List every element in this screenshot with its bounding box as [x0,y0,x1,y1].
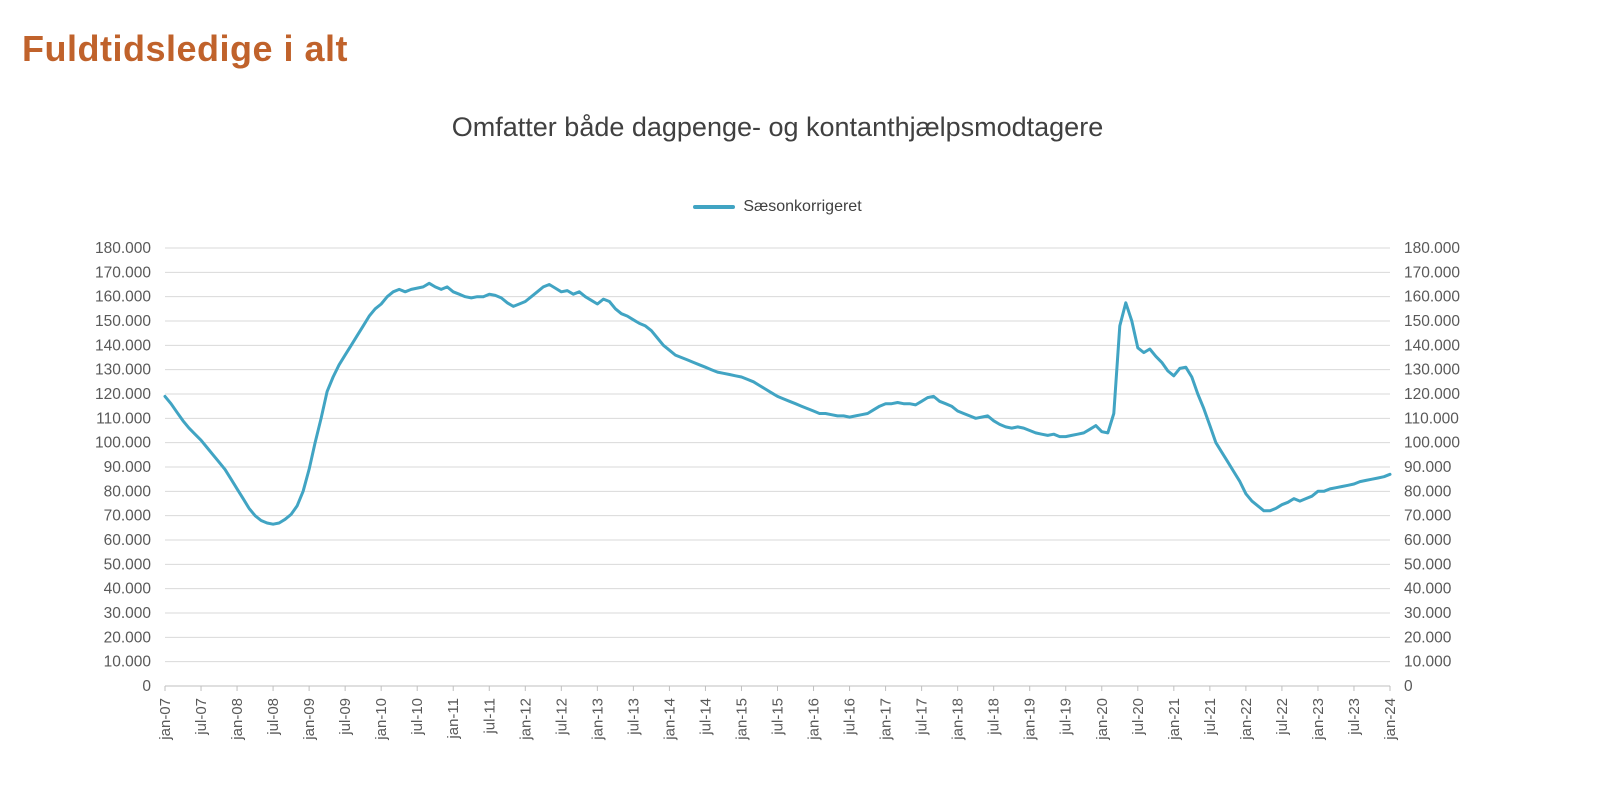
x-axis-label: jan-24 [1382,698,1399,741]
x-axis-label: jan-11 [445,698,462,740]
y-axis-label-left: 90.000 [104,459,152,476]
x-axis-label: jan-18 [950,698,967,741]
y-axis-label-right: 170.000 [1404,264,1460,281]
x-axis-label: jan-19 [1022,698,1039,741]
y-axis-label-right: 60.000 [1404,532,1452,549]
x-axis-label: jul-14 [697,698,714,736]
x-axis-label: jul-10 [409,698,426,736]
y-axis-label-left: 150.000 [95,313,151,330]
y-axis-label-left: 140.000 [95,337,151,354]
x-axis-label: jul-22 [1274,698,1291,736]
x-axis-label: jul-16 [842,698,859,736]
x-axis-label: jul-09 [337,698,354,736]
chart-plot: 0 0 10.000 10.000 20.000 20.000 30.000 30.000 40… [95,240,1460,741]
y-axis-label-left: 70.000 [104,508,152,525]
x-axis-label: jan-12 [517,698,534,741]
x-axis-label: jan-21 [1166,698,1183,741]
y-axis-label-right: 140.000 [1404,337,1460,354]
x-axis-label: jul-08 [265,698,282,736]
y-axis-label-right: 160.000 [1404,289,1460,306]
y-axis-label-right: 100.000 [1404,435,1460,452]
x-axis-label: jul-17 [914,698,931,736]
y-axis-label-right: 110.000 [1404,410,1459,427]
x-axis-label: jul-21 [1202,698,1219,736]
y-axis-label-right: 30.000 [1404,605,1452,622]
y-axis-label-right: 10.000 [1404,654,1452,671]
y-axis-label-right: 20.000 [1404,629,1452,646]
y-axis-label-right: 0 [1404,678,1413,695]
x-axis-label: jul-18 [986,698,1003,736]
chart-legend: Sæsonkorrigeret [0,198,1555,216]
y-axis-label-left: 80.000 [104,483,152,500]
y-axis-label-left: 50.000 [104,556,152,573]
y-axis-label-left: 100.000 [95,435,151,452]
y-axis-label-left: 40.000 [104,581,152,598]
y-axis-label-right: 130.000 [1404,362,1460,379]
x-axis-label: jan-07 [157,698,174,741]
x-axis-label: jul-07 [193,698,210,736]
x-axis-label: jul-11 [481,698,498,735]
x-axis-label: jan-16 [806,698,823,741]
y-axis-label-right: 70.000 [1404,508,1452,525]
y-axis-label-right: 120.000 [1404,386,1460,403]
x-axis-label: jan-20 [1094,698,1111,741]
x-axis-label: jul-12 [553,698,570,736]
y-axis-label-left: 110.000 [96,410,151,427]
y-axis-label-right: 40.000 [1404,581,1452,598]
y-axis-label-right: 50.000 [1404,556,1452,573]
y-axis-label-left: 130.000 [95,362,151,379]
x-axis-label: jul-13 [625,698,642,736]
x-axis-label: jul-20 [1130,698,1147,736]
legend-label: Sæsonkorrigeret [743,198,862,215]
y-axis-label-right: 180.000 [1404,240,1460,257]
y-axis-label-left: 10.000 [104,654,152,671]
y-axis-label-left: 0 [142,678,151,695]
page-title: Fuldtidsledige i alt [22,28,349,69]
y-axis-label-left: 160.000 [95,289,151,306]
x-axis-label: jan-17 [878,698,895,741]
y-axis-label-right: 150.000 [1404,313,1460,330]
x-axis-label: jul-19 [1058,698,1075,736]
y-axis-label-right: 80.000 [1404,483,1452,500]
x-axis-label: jan-22 [1238,698,1255,741]
y-axis-label-left: 120.000 [95,386,151,403]
x-axis-label: jul-15 [770,698,787,736]
chart-title: Omfatter både dagpenge- og kontanthjælps… [451,112,1104,142]
x-axis-label: jan-15 [733,698,750,741]
x-axis-label: jan-09 [301,698,318,741]
x-axis-label: jan-13 [589,698,606,741]
y-axis-label-left: 60.000 [104,532,152,549]
x-axis-label: jan-10 [373,698,390,741]
series-line-saesonkorrigeret [163,281,1392,526]
y-axis-label-left: 30.000 [104,605,152,622]
y-axis-label-right: 90.000 [1404,459,1452,476]
x-axis-label: jul-23 [1346,698,1363,736]
y-axis-label-left: 180.000 [95,240,151,257]
x-axis-label: jan-14 [661,698,678,741]
legend-line-icon [693,205,736,209]
y-axis-label-left: 170.000 [95,264,151,281]
x-axis-label: jan-08 [229,698,246,741]
x-axis-label: jan-23 [1310,698,1327,741]
y-axis-label-left: 20.000 [104,629,152,646]
